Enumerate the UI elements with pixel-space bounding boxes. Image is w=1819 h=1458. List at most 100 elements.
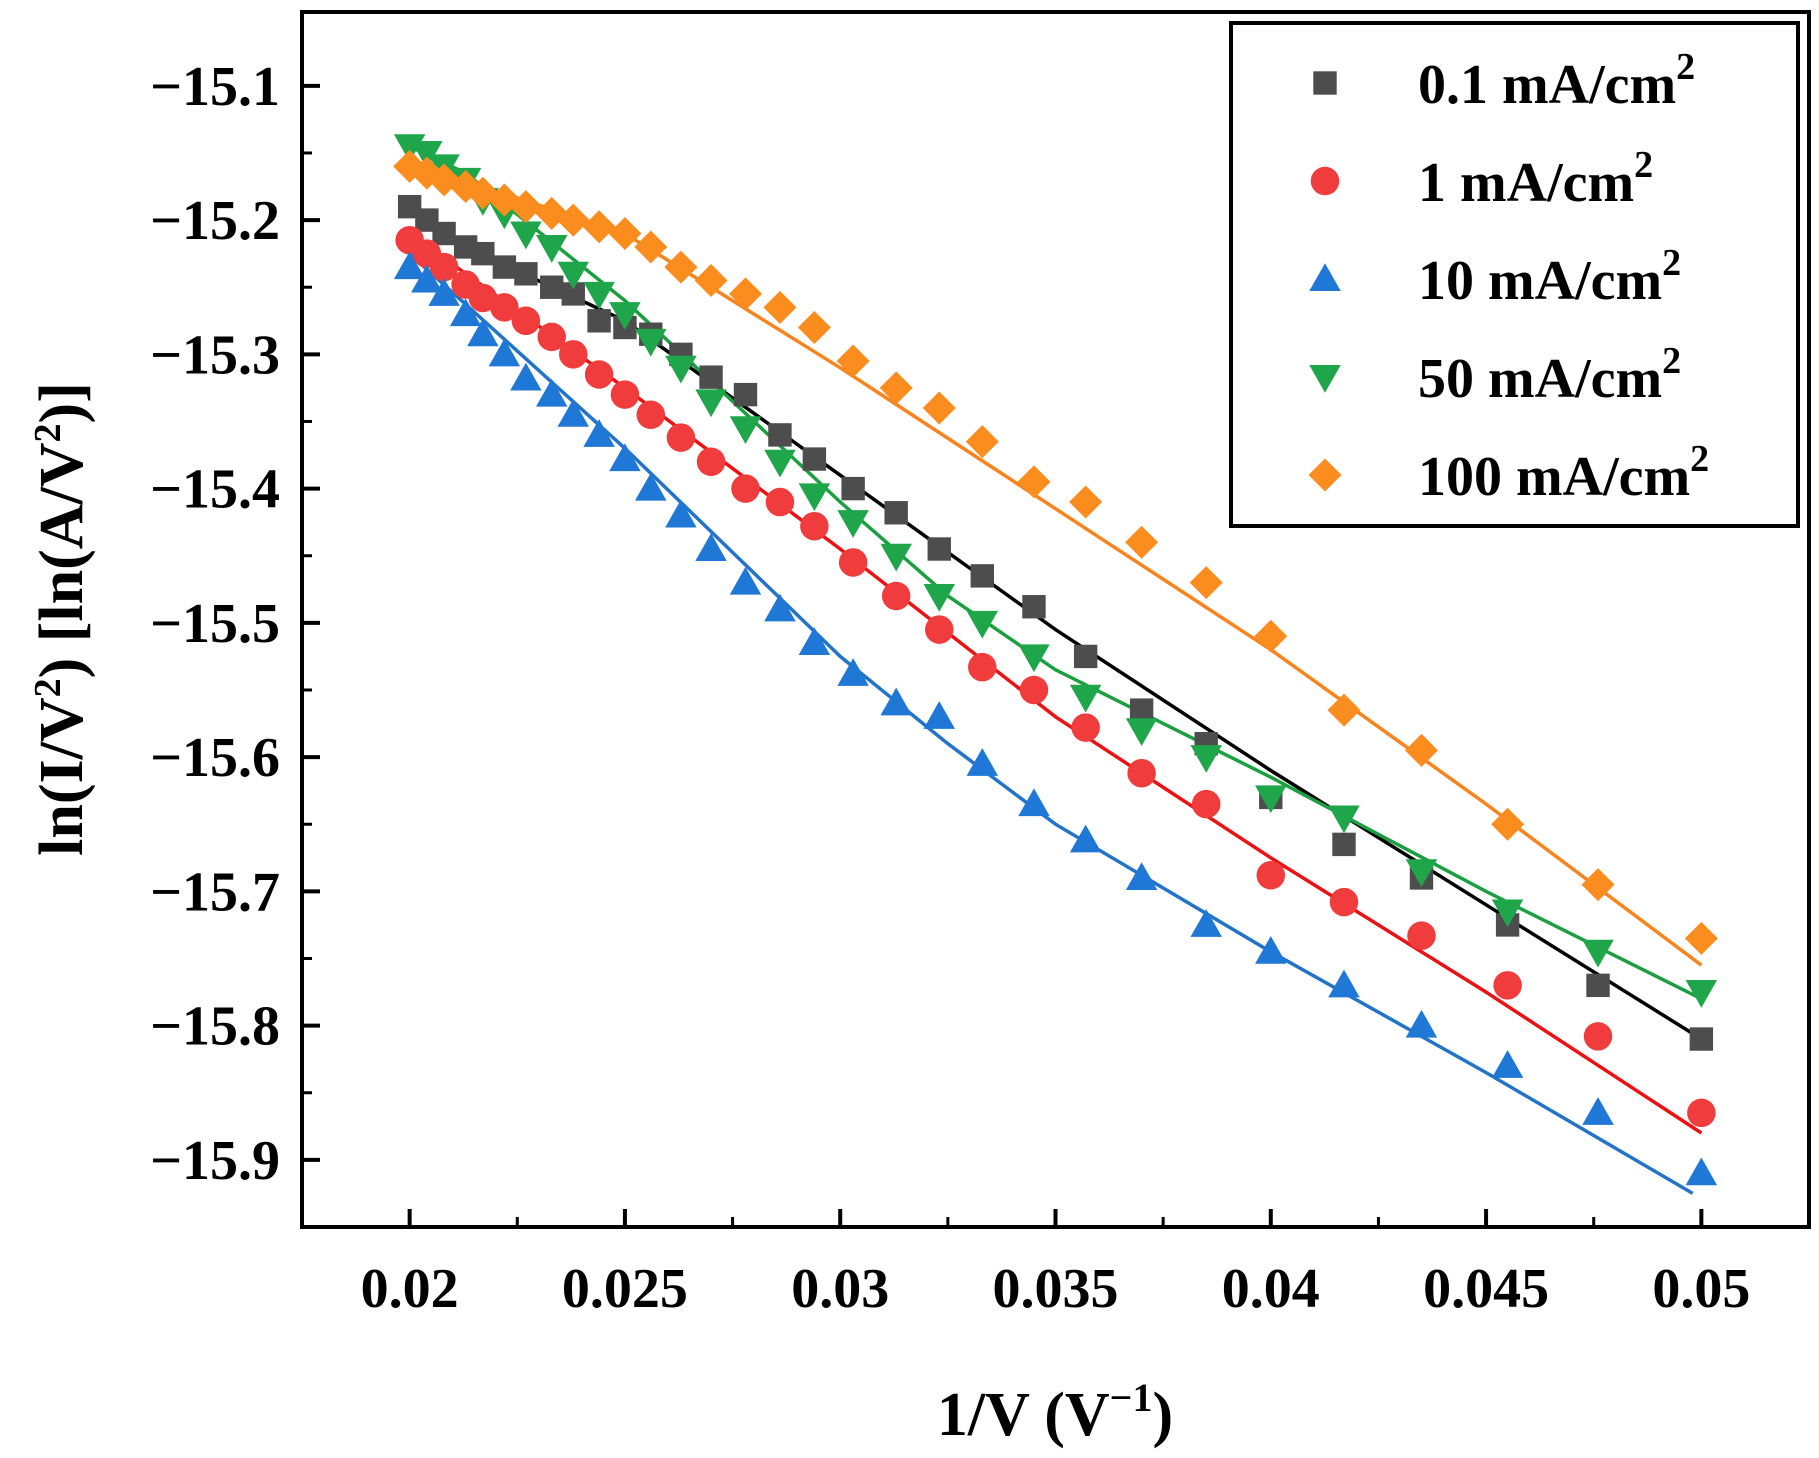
data-point (561, 282, 585, 306)
data-point (635, 328, 667, 357)
data-point (1582, 1097, 1614, 1125)
data-point (880, 543, 912, 572)
markers (393, 134, 1718, 1186)
x-axis-title-main: 1/V (V (937, 1381, 1110, 1449)
data-point (764, 449, 796, 478)
data-point (636, 400, 666, 430)
data-point (966, 748, 999, 776)
legend-label: 50 mA/cm2 (1418, 340, 1681, 410)
data-point (1582, 939, 1614, 968)
data-point (1017, 465, 1051, 499)
data-point (1255, 936, 1287, 964)
data-point (1019, 675, 1049, 705)
data-point (1189, 566, 1223, 600)
data-point (836, 344, 870, 378)
y-axis-title-sup1: 2 (27, 678, 69, 697)
legend-label: 0.1 mA/cm2 (1418, 46, 1695, 116)
data-point (1405, 859, 1438, 887)
data-point (1405, 1009, 1438, 1038)
data-point (509, 190, 543, 224)
data-point (1583, 1022, 1613, 1051)
data-point (733, 382, 758, 407)
legend-item: 0.1 mA/cm2 (1313, 46, 1695, 116)
data-point (609, 302, 641, 330)
data-point (428, 278, 460, 306)
data-point (1071, 713, 1100, 742)
data-point (487, 183, 521, 217)
y-axis-title-part2: ) [ln(A/V (28, 442, 96, 678)
data-point (1069, 485, 1103, 519)
data-point (694, 264, 728, 298)
y-axis-title-part1: ln(I/V (28, 697, 96, 856)
data-point (802, 447, 827, 471)
y-axis-title-part3: )] (28, 382, 96, 423)
x-tick-label: 0.04 (1222, 1258, 1320, 1320)
data-point (1493, 971, 1522, 1000)
data-point (1491, 1050, 1524, 1078)
data-point (965, 425, 999, 459)
y-tick-label: −15.3 (150, 324, 280, 386)
x-axis-title-end: ) (1152, 1381, 1173, 1449)
data-point (583, 281, 615, 310)
data-point (610, 380, 640, 409)
data-point (765, 487, 795, 517)
data-point (535, 378, 568, 407)
data-point (556, 203, 590, 237)
data-point (729, 566, 762, 595)
data-point (393, 251, 426, 280)
legend-label-main: 100 mA/cm (1418, 446, 1690, 508)
x-axis-title-sup: −1 (1110, 1375, 1153, 1420)
x-axis-title: 1/V (V−1) (937, 1375, 1173, 1449)
data-point (471, 241, 495, 266)
data-point (1190, 745, 1222, 773)
data-point (729, 416, 762, 444)
data-point (583, 419, 615, 447)
data-point (884, 501, 908, 525)
data-point (966, 610, 999, 639)
data-point (1125, 862, 1158, 890)
data-point (1018, 644, 1050, 673)
y-tick-label: −15.4 (150, 459, 280, 521)
series-4 (393, 149, 1718, 955)
legend-label-sup: 2 (1662, 242, 1681, 284)
data-point (1129, 698, 1154, 722)
data-point (510, 221, 542, 250)
legend-marker (1313, 71, 1337, 95)
data-point (728, 277, 762, 311)
legend-marker (1309, 263, 1341, 291)
series-2 (393, 251, 1718, 1186)
data-point (584, 360, 614, 389)
legend-item: 1 mA/cm2 (1310, 144, 1653, 214)
data-point (608, 217, 642, 251)
legend-marker (1310, 166, 1340, 196)
data-point (1332, 832, 1356, 857)
data-point (467, 318, 499, 347)
data-point (695, 533, 727, 562)
data-point (1685, 980, 1718, 1008)
legend-label-sup: 2 (1634, 144, 1653, 186)
data-point (587, 309, 611, 333)
legend-item: 50 mA/cm2 (1309, 340, 1681, 410)
data-point (1125, 525, 1159, 559)
x-tick-label: 0.02 (361, 1258, 459, 1320)
x-tick-label: 0.035 (993, 1258, 1119, 1320)
data-point (699, 365, 723, 389)
data-point (510, 362, 542, 391)
data-point (696, 447, 726, 477)
legend-label-main: 10 mA/cm (1418, 250, 1662, 312)
data-point (837, 510, 869, 538)
data-point (1069, 684, 1102, 713)
data-point (1491, 899, 1524, 928)
y-tick-label: −15.6 (150, 727, 280, 789)
data-point (881, 581, 911, 611)
data-point (970, 564, 995, 588)
data-point (879, 371, 913, 405)
data-point (1586, 973, 1610, 998)
data-point (665, 499, 697, 528)
data-point (634, 230, 668, 264)
data-point (927, 537, 951, 561)
data-point (635, 472, 667, 501)
data-point (537, 322, 566, 352)
data-point (582, 210, 616, 244)
